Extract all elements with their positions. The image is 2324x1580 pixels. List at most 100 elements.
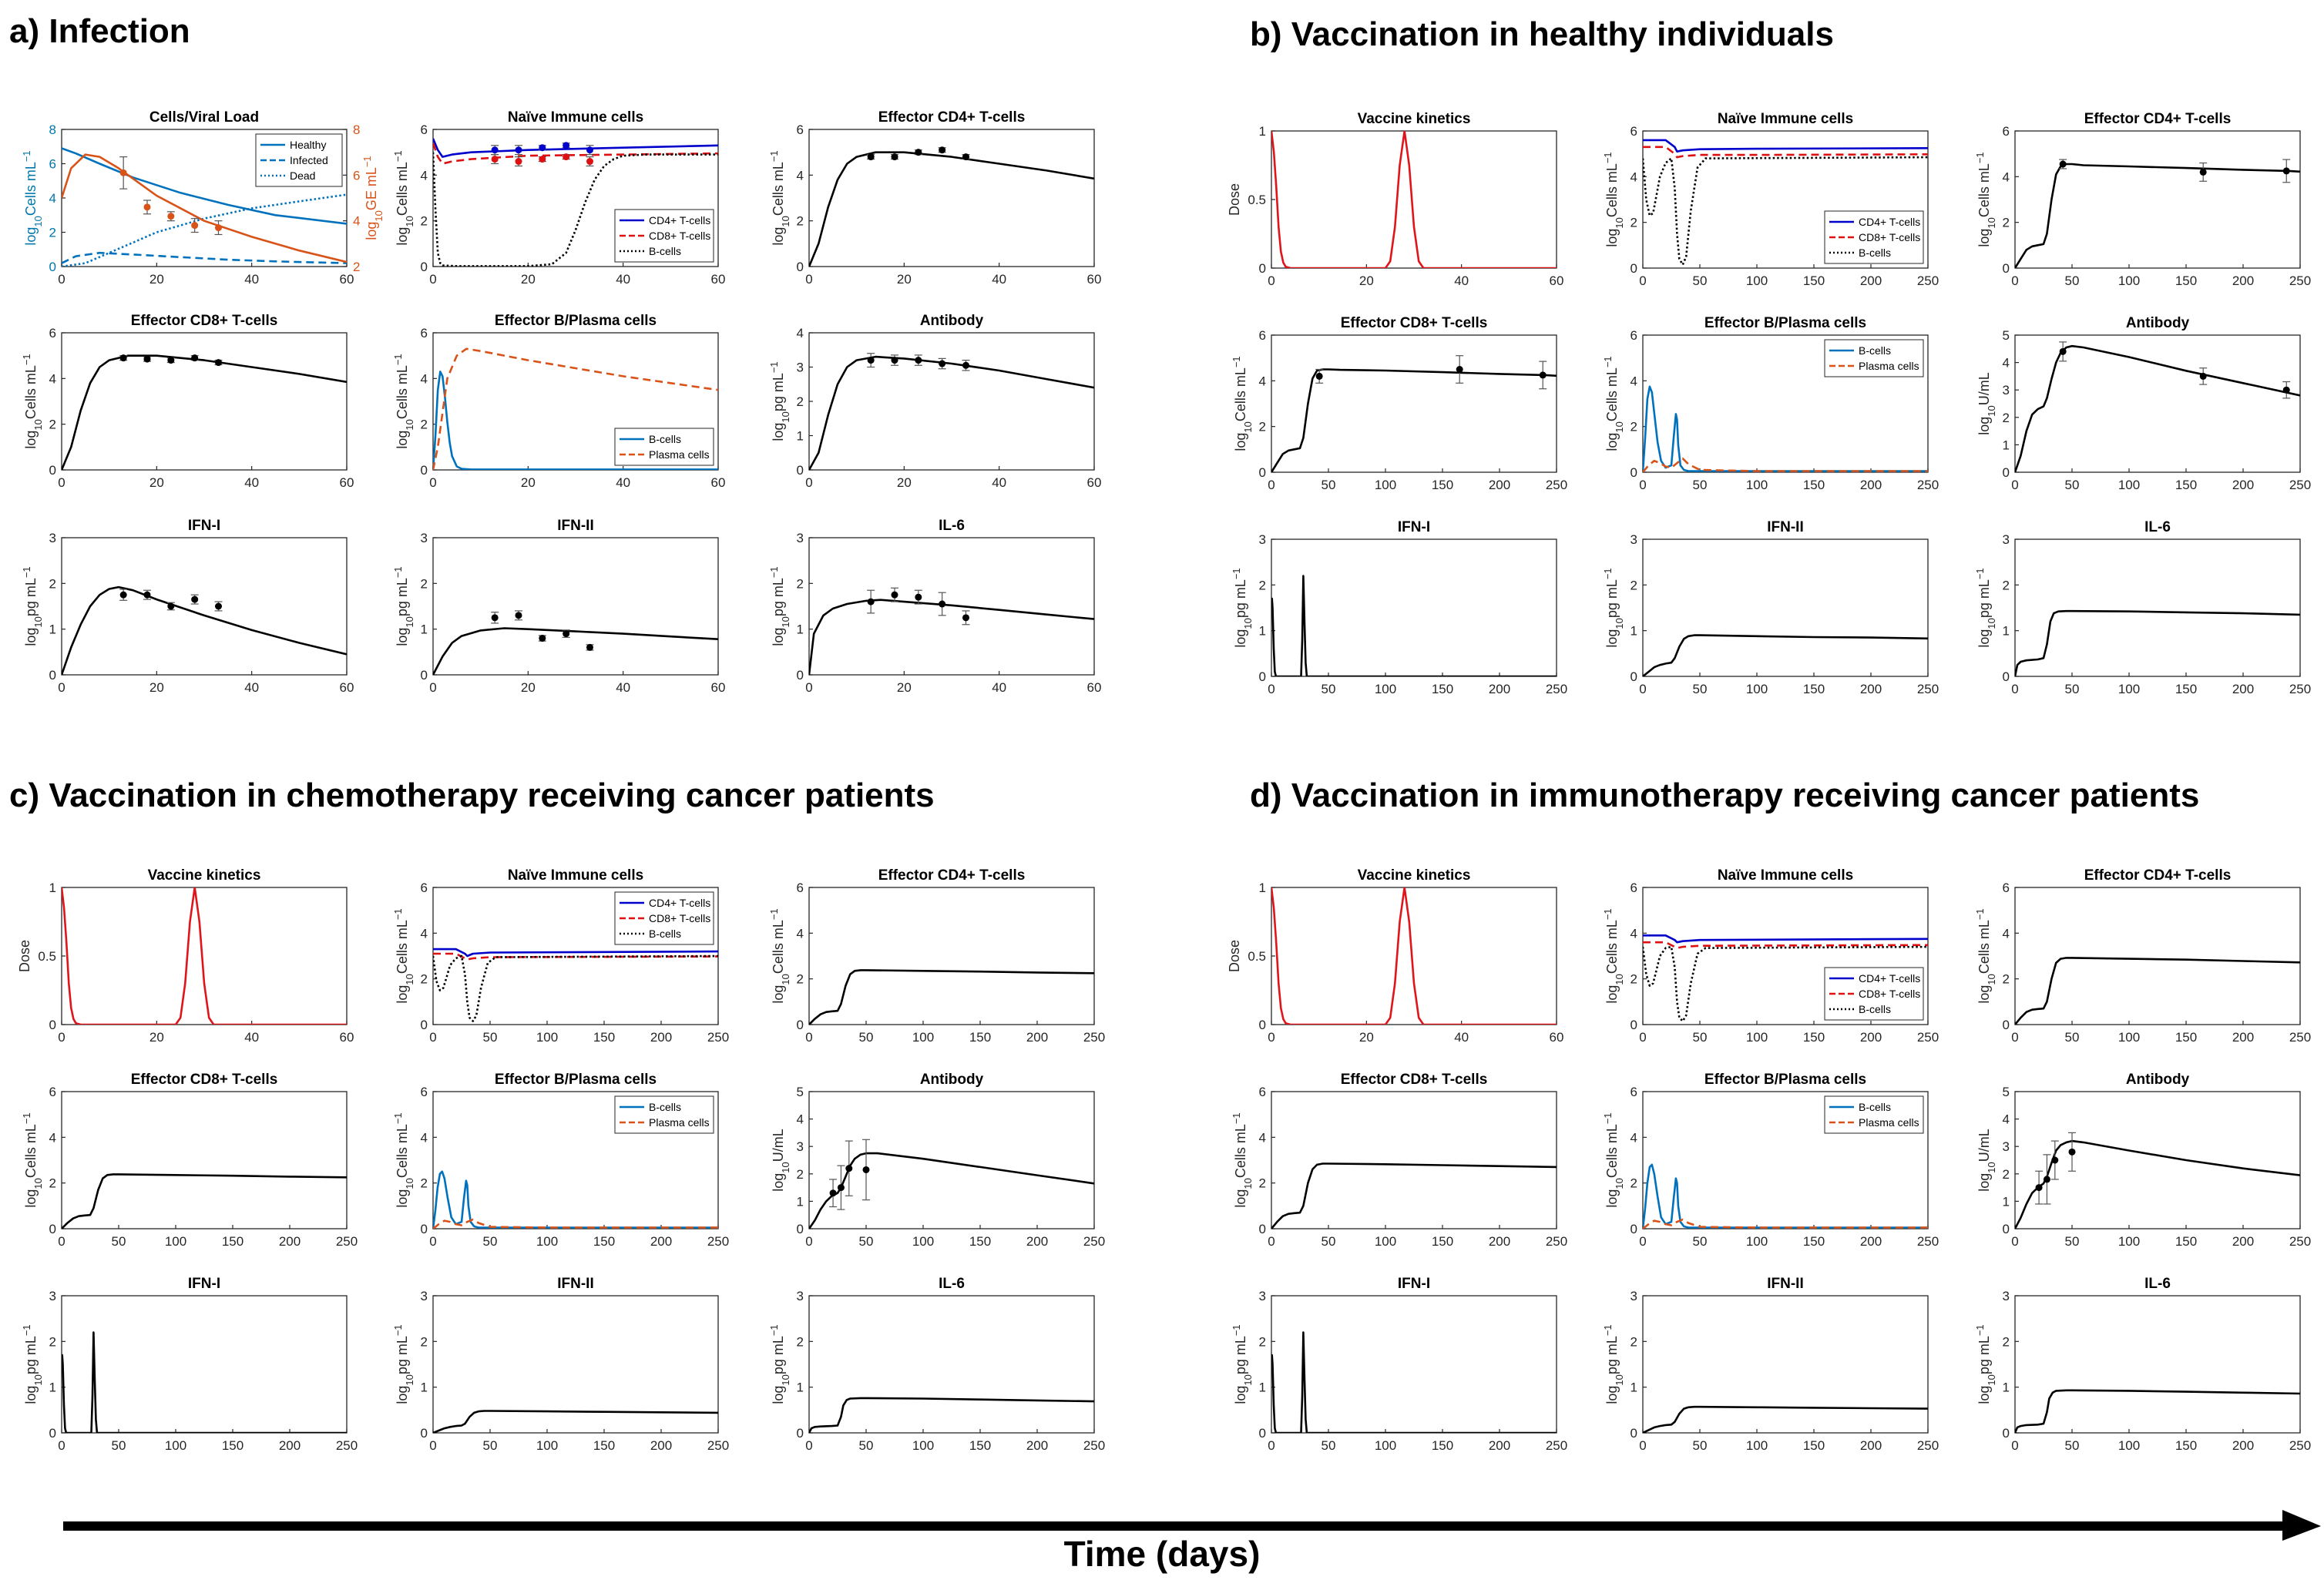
x-tick-label: 150: [1432, 1438, 1453, 1453]
x-tick-label: 0: [429, 475, 436, 490]
plot-frame: [1271, 1295, 1557, 1434]
data-point: [862, 1166, 870, 1173]
y-tick-label: 6: [1630, 124, 1637, 139]
data-point: [143, 203, 151, 211]
y-tick-label: 3: [797, 1289, 804, 1303]
data-point: [515, 612, 522, 619]
x-tick-label: 0: [2011, 1234, 2018, 1249]
y-tick-label: 2: [421, 576, 428, 591]
series-line-0: [433, 627, 718, 675]
y-tick-label: 6: [49, 1085, 56, 1099]
y-axis-label: log10Cells mL−1: [21, 150, 44, 245]
x-tick-label: 100: [1375, 1234, 1396, 1249]
data-point: [867, 598, 875, 605]
y-axis-label: Dose: [1227, 940, 1242, 972]
x-tick-label: 50: [1322, 1438, 1336, 1453]
x-tick-label: 0: [1639, 1030, 1646, 1045]
y-tick-label: 1: [797, 429, 804, 444]
y-tick-label: 3: [1259, 532, 1266, 547]
data-point: [119, 591, 127, 599]
y-tick-label: 1: [421, 622, 428, 637]
y-tick-label: 6: [421, 1085, 428, 1099]
chart-title: Effector B/Plasma cells: [495, 1072, 657, 1088]
y-tick-label: 4: [421, 168, 428, 183]
x-tick-label: 200: [2232, 273, 2254, 288]
y-tick-label: 1: [1259, 124, 1266, 139]
series-line-0: [1271, 575, 1557, 676]
data-point: [167, 602, 175, 610]
x-tick-label: 250: [1546, 1438, 1567, 1453]
y-tick-label: 2: [1259, 578, 1266, 592]
plot-frame: [1642, 538, 1929, 677]
x-tick-label: 200: [1026, 1438, 1048, 1453]
y-tick-label: 2: [797, 1167, 804, 1182]
x-tick-label: 250: [336, 1234, 358, 1249]
chart-title: Vaccine kinetics: [1358, 111, 1471, 127]
series-line-0: [2015, 344, 2300, 472]
x-tick-label: 50: [483, 1234, 498, 1249]
y-tick-label: 4: [421, 1130, 428, 1145]
y-tick-label: 6: [421, 881, 428, 895]
x-tick-label: 200: [1026, 1030, 1048, 1045]
series-line-0: [2015, 1389, 2300, 1433]
y-axis-label: log10pg mL−1: [1231, 568, 1254, 647]
x-tick-label: 0: [1268, 1234, 1275, 1249]
x-tick-label: 100: [2118, 682, 2140, 696]
data-point: [962, 153, 969, 161]
y-tick-label: 0: [1630, 669, 1637, 684]
chart-c8: IFN-II 0 50 100 150 200 250 0 1 2 3 log10pg mL−1: [392, 1276, 730, 1453]
y2-tick-label: 2: [353, 260, 360, 274]
data-point: [2035, 1184, 2043, 1192]
data-point: [586, 158, 593, 166]
legend-box: [1824, 1095, 1924, 1134]
plot-frame: [808, 129, 1095, 267]
data-point: [962, 361, 969, 369]
chart-d9: IL-6 0 50 100 150 200 250 0 1 2 3 log10pg mL−1: [1974, 1276, 2312, 1453]
y-tick-label: 4: [1259, 374, 1266, 388]
y-tick-label: 1: [797, 1380, 804, 1395]
data-point: [1315, 372, 1323, 380]
y-tick-label: 6: [1630, 881, 1637, 895]
y-axis-label: log10Cells mL−1: [21, 1112, 44, 1207]
legend-label: CD8+ T-cells: [649, 912, 710, 924]
chart-c2: Naïve Immune cells 0 50 100 150 200 250 0 2 4 6 log…: [392, 867, 730, 1045]
chart-title: Naïve Immune cells: [1718, 111, 1853, 127]
x-tick-label: 50: [859, 1438, 874, 1453]
chart-a5: Effector B/Plasma cells 0 20 40 60 0 2 4 6 log10C…: [392, 313, 726, 490]
data-point: [119, 169, 127, 176]
chart-title: IFN-I: [188, 518, 220, 534]
x-tick-label: 40: [244, 475, 259, 490]
x-tick-label: 60: [711, 475, 726, 490]
x-tick-label: 40: [244, 680, 259, 695]
chart-title: Antibody: [920, 1072, 984, 1088]
chart-title: Vaccine kinetics: [148, 867, 261, 884]
y-tick-label: 4: [1630, 374, 1637, 388]
y-tick-label: 2: [49, 1176, 56, 1191]
chart-d4: Effector CD8+ T-cells 0 50 100 150 200 250 0 2 4 6…: [1231, 1072, 1568, 1249]
x-tick-label: 0: [58, 272, 65, 287]
series-line-0: [1271, 1162, 1557, 1229]
legend-label: B-cells: [1859, 1101, 1891, 1113]
y-tick-label: 2: [2003, 216, 2010, 230]
x-tick-label: 50: [1693, 682, 1708, 696]
x-tick-label: 250: [1917, 682, 1939, 696]
chart-title: Antibody: [2126, 315, 2190, 331]
data-point: [191, 354, 199, 362]
chart-d2: Naïve Immune cells 0 50 100 150 200 250 0 2 4 6 log…: [1602, 867, 1939, 1045]
x-tick-label: 20: [521, 680, 536, 695]
y-axis-label: log10Cells mL−1: [392, 1112, 415, 1207]
x-tick-label: 60: [1550, 1030, 1564, 1045]
plot-frame: [1642, 1295, 1929, 1434]
x-tick-label: 150: [222, 1234, 243, 1249]
y-axis-label: log10pg mL−1: [1974, 568, 1997, 647]
chart-title: Effector CD8+ T-cells: [1341, 1072, 1488, 1088]
plot-frame: [2014, 887, 2301, 1025]
x-tick-label: 0: [1268, 1030, 1275, 1045]
x-tick-label: 60: [711, 680, 726, 695]
data-point: [539, 156, 546, 163]
data-point: [2059, 347, 2067, 355]
series-line-0: [1643, 634, 1928, 676]
x-tick-label: 150: [593, 1234, 615, 1249]
y-tick-label: 0: [421, 260, 428, 274]
y-tick-label: 1: [2003, 1194, 2010, 1209]
